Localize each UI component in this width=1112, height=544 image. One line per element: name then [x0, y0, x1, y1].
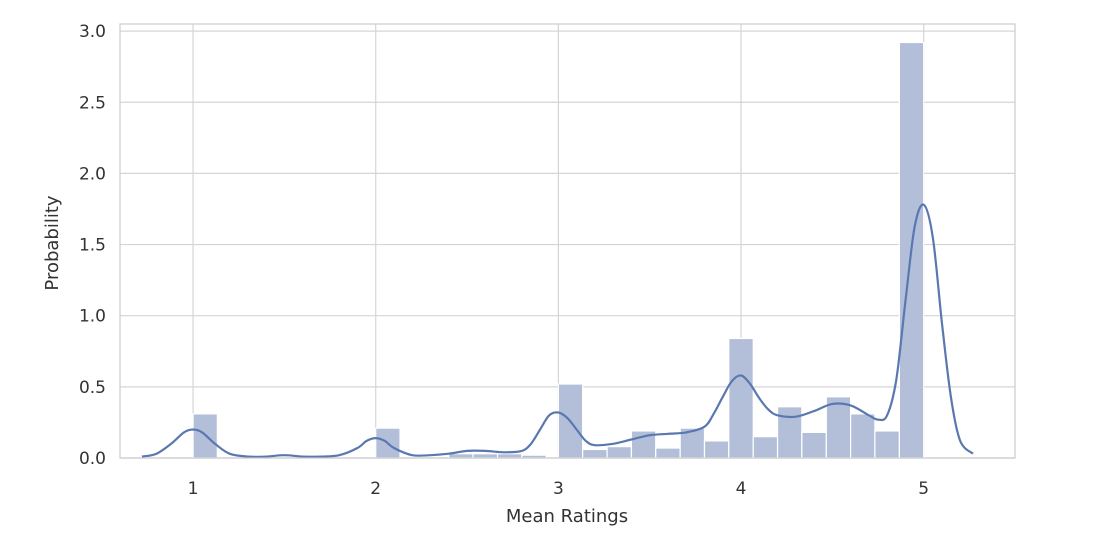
histogram-bar: [472, 453, 499, 459]
x-tick-label: 3: [553, 479, 564, 499]
x-tick-labels: 1 2 3 4 5: [188, 479, 929, 499]
histogram-bar: [752, 436, 779, 459]
x-tick-label: 1: [188, 479, 199, 499]
y-axis-title: Probability: [42, 195, 63, 290]
histogram-bar: [606, 446, 633, 459]
x-axis-title: Mean Ratings: [506, 506, 628, 527]
y-tick-label: 1.5: [79, 236, 106, 256]
y-tick-label: 0.5: [79, 378, 106, 398]
histogram-bar: [703, 440, 730, 459]
x-tick-label: 5: [918, 479, 929, 499]
y-tick-label: 1.0: [79, 307, 106, 327]
histogram-bar: [874, 430, 900, 459]
y-tick-label: 2.5: [79, 93, 106, 113]
plot-frame: [119, 23, 1016, 459]
histogram-bar: [557, 383, 584, 459]
x-tick-label: 4: [736, 479, 747, 499]
kde-line: [141, 203, 974, 458]
y-tick-label: 2.0: [79, 164, 106, 184]
histogram-bar: [582, 448, 608, 459]
y-tick-label: 0.0: [79, 449, 106, 469]
histogram-bar: [496, 453, 523, 459]
histogram-bar: [728, 337, 754, 459]
x-tick-label: 2: [370, 479, 381, 499]
y-tick-labels: 0.0 0.5 1.0 1.5 2.0 2.5 3.0: [79, 22, 106, 469]
histogram-bar: [776, 406, 803, 459]
histogram-bar: [655, 447, 681, 459]
histogram-bar: [850, 413, 876, 459]
histogram-bar: [448, 453, 474, 459]
grid-lines: [120, 24, 1015, 459]
histogram-bar: [825, 396, 852, 459]
histogram-bar: [801, 431, 827, 459]
y-tick-label: 3.0: [79, 22, 106, 42]
